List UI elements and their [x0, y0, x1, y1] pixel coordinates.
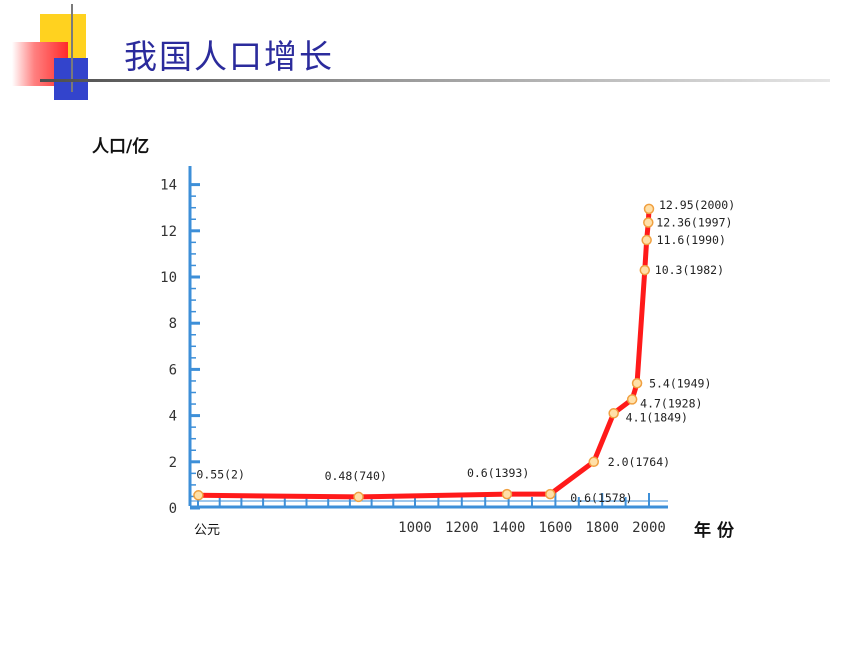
data-point: [501, 488, 513, 500]
x-tick-label: 2000: [632, 520, 666, 536]
x-tick-label: 1800: [585, 520, 619, 536]
data-point: [626, 394, 638, 405]
data-label: 4.7(1928): [640, 396, 702, 410]
data-point: [353, 491, 364, 503]
x-tick-label: 1400: [492, 520, 526, 536]
x-axis-title: 年份: [694, 520, 740, 541]
data-label: 0.6(1393): [467, 466, 529, 480]
data-point: [641, 234, 652, 246]
y-tick-label: 0: [169, 501, 177, 517]
y-tick-label: 2: [169, 455, 177, 471]
data-point: [643, 217, 654, 228]
data-label: 10.3(1982): [655, 263, 724, 277]
data-point: [631, 378, 643, 389]
title-rule: [40, 79, 830, 82]
data-label: 0.6(1578): [570, 491, 632, 505]
data-label: 11.6(1990): [657, 233, 726, 247]
x-tick-label: 1600: [539, 520, 573, 536]
x-tick-label: 1200: [445, 520, 479, 536]
y-axis-title: 人口/亿: [92, 136, 149, 157]
data-point: [545, 488, 556, 500]
data-label: 4.1(1849): [626, 410, 688, 424]
deco-vertical-line: [71, 4, 73, 92]
data-labels: 0.55(2) 0.48(740) 0.6(1393) 0.6(1578) 2.0(17…: [196, 198, 735, 505]
x-origin-label: 公元: [194, 523, 220, 538]
data-label: 12.36(1997): [656, 215, 732, 229]
data-label: 0.48(740): [325, 469, 387, 483]
y-tick-label: 12: [160, 224, 177, 240]
y-tick-label: 4: [169, 409, 177, 425]
data-label: 0.55(2): [196, 467, 244, 481]
data-point: [639, 264, 651, 276]
data-point: [608, 408, 619, 419]
data-label: 2.0(1764): [608, 455, 670, 469]
data-point: [193, 490, 204, 501]
data-markers: [193, 203, 655, 503]
tick-labels: 0 2 4 6 8 10 12 14 1000 1200 1400 1600 1800 2000: [160, 178, 666, 536]
slide-title: 我国人口增长: [124, 37, 334, 76]
y-tick-label: 6: [169, 362, 177, 378]
y-tick-label: 10: [160, 270, 177, 286]
y-tick-label: 8: [169, 316, 177, 332]
data-point: [643, 203, 655, 215]
y-tick-label: 14: [160, 178, 177, 194]
data-point: [588, 456, 600, 468]
data-label: 12.95(2000): [659, 198, 735, 212]
population-line: [195, 206, 652, 500]
axes: [188, 166, 668, 510]
data-label: 5.4(1949): [649, 376, 711, 390]
x-tick-label: 1000: [398, 520, 432, 536]
